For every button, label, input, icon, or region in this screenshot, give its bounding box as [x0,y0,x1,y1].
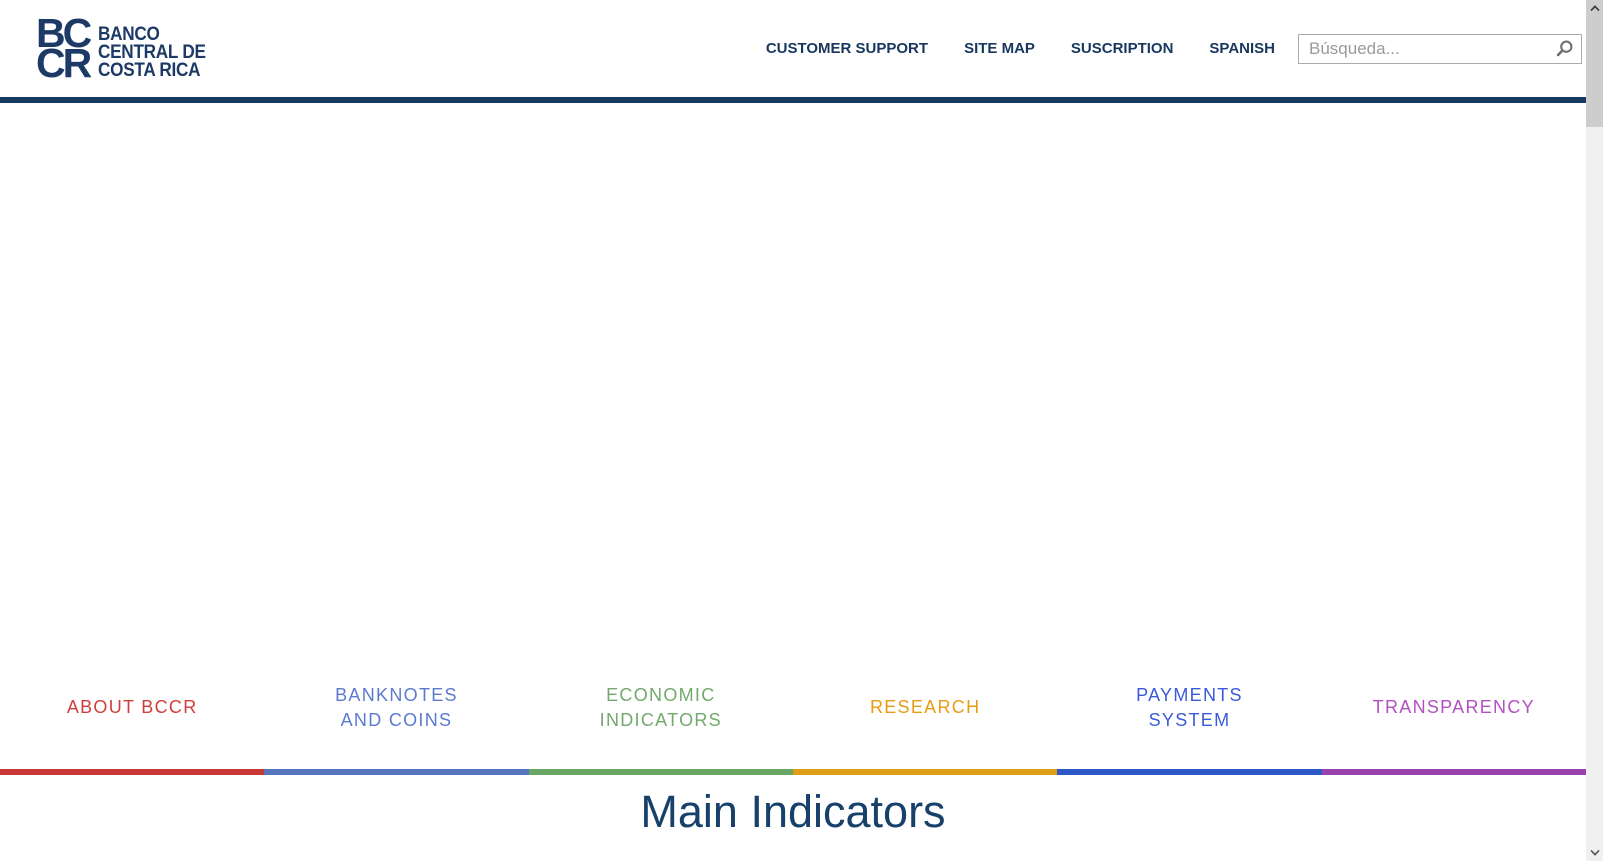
logo-name-line1: BANCO [98,23,160,45]
nav-bar-research [793,769,1058,775]
nav-item-label: ABOUT BCCR [66,697,198,717]
chevron-down-icon [1589,849,1600,856]
logo-name-line2: CENTRAL DE [98,41,206,63]
bccr-logo-name: BANCO CENTRAL DE COSTA RICA [98,23,206,81]
main-section-nav: ABOUT BCCR BANKNOTES AND COINS ECONOMIC … [0,670,1586,775]
nav-bar-banknotes-and-coins [264,769,529,775]
main-nav-item-research[interactable]: RESEARCH [793,670,1057,769]
main-nav-labels: ABOUT BCCR BANKNOTES AND COINS ECONOMIC … [0,670,1586,769]
nav-item-label: TRANSPARENCY [1372,697,1535,717]
nav-link-suscription[interactable]: SUSCRIPTION [1070,40,1174,57]
main-nav-item-transparency[interactable]: TRANSPARENCY [1322,670,1586,769]
hero-carousel-area [0,103,1586,663]
nav-bar-economic-indicators [528,769,793,775]
nav-bar-about-bccr [0,769,265,775]
nav-link-spanish[interactable]: SPANISH [1209,40,1275,57]
nav-item-label: AND COINS [340,709,453,730]
chevron-up-icon [1589,5,1600,12]
nav-item-label: INDICATORS [599,709,722,730]
site-header: BC CR BANCO CENTRAL DE COSTA RICA CUSTOM… [0,0,1603,103]
nav-item-label: ECONOMIC [606,684,716,705]
nav-item-label: PAYMENTS [1136,684,1243,705]
main-nav-item-economic-indicators[interactable]: ECONOMIC INDICATORS [529,670,793,769]
main-nav-item-payments-system[interactable]: PAYMENTS SYSTEM [1057,670,1321,769]
logo-mark-line1: BC [36,10,92,56]
nav-item-label: RESEARCH [869,697,981,717]
page-title: Main Indicators [640,786,946,837]
scrollbar-up-button[interactable] [1586,0,1603,17]
bccr-logo[interactable]: BC CR BANCO CENTRAL DE COSTA RICA [36,10,221,86]
main-nav-item-banknotes-and-coins[interactable]: BANKNOTES AND COINS [264,670,528,769]
logo-name-line3: COSTA RICA [98,59,201,81]
scrollbar-down-button[interactable] [1586,844,1603,861]
nav-item-label: SYSTEM [1148,709,1231,730]
nav-bar-transparency [1321,769,1586,775]
nav-item-label: BANKNOTES [335,684,458,705]
nav-link-customer-support[interactable]: CUSTOMER SUPPORT [765,40,929,57]
search-icon [1556,40,1572,57]
nav-bar-payments-system [1057,769,1322,775]
search-button[interactable] [1547,35,1581,63]
scrollbar-thumb[interactable] [1586,17,1603,127]
main-nav-item-about-bccr[interactable]: ABOUT BCCR [0,670,264,769]
main-nav-color-bars [0,769,1586,775]
vertical-scrollbar[interactable] [1586,0,1603,861]
bccr-logo-mark: BC CR [36,10,92,86]
logo-mark-line2: CR [36,40,92,86]
search-box [1298,33,1582,64]
search-input[interactable] [1299,38,1547,59]
header-utility-nav: CUSTOMER SUPPORT SITE MAP SUSCRIPTION SP… [730,0,1582,97]
nav-link-site-map[interactable]: SITE MAP [964,40,1035,57]
